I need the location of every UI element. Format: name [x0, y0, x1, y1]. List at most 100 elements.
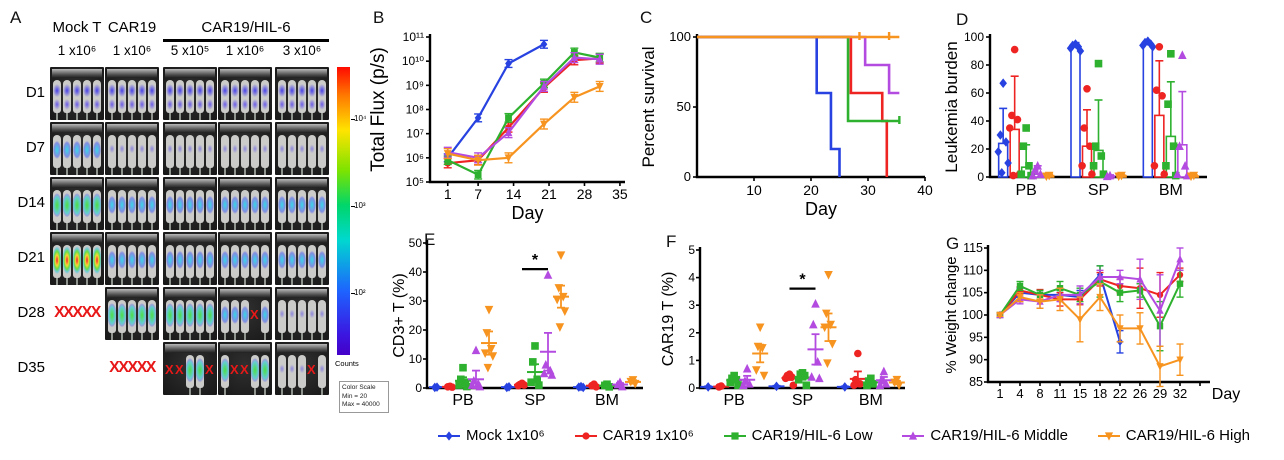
imaging-shelf — [220, 69, 270, 78]
mouse-silhouette — [128, 190, 136, 230]
points-mock — [1066, 39, 1085, 56]
series-car19 — [443, 53, 604, 169]
svg-text:20: 20 — [971, 142, 985, 156]
panel-b-label: B — [373, 8, 385, 27]
survival-car19 — [697, 35, 889, 177]
legend-item-car19: CAR19 1x10⁶ — [574, 427, 694, 444]
mouse-silhouette — [196, 300, 204, 340]
imaging-shelf — [220, 124, 270, 133]
dose-label: 1 x10⁶ — [225, 43, 265, 58]
svg-text:30: 30 — [409, 294, 423, 308]
mice-image-D7-col3 — [163, 122, 217, 175]
svg-text:0: 0 — [684, 169, 691, 184]
mice-image-D7-col2 — [105, 122, 159, 175]
svg-text:7: 7 — [474, 186, 482, 202]
svg-text:% Weight change: % Weight change — [943, 256, 960, 373]
mouse-silhouette — [278, 245, 286, 285]
svg-text:115: 115 — [963, 241, 983, 255]
svg-text:BM: BM — [595, 392, 619, 409]
svg-text:50: 50 — [677, 99, 691, 114]
svg-text:0: 0 — [977, 170, 984, 184]
mouse-silhouette — [166, 190, 174, 230]
imaging-shelf — [107, 69, 157, 78]
mice-image-D1-col2 — [105, 67, 159, 120]
points-car19 — [1005, 45, 1024, 180]
mouse-silhouette — [53, 135, 61, 175]
mouse-silhouette — [251, 190, 259, 230]
mouse-silhouette — [196, 355, 204, 395]
mouse-silhouette — [318, 245, 326, 285]
svg-text:30: 30 — [860, 182, 876, 198]
mouse-silhouette — [186, 135, 194, 175]
mouse-silhouette — [261, 300, 269, 340]
mice-image-D28-col4: X — [218, 287, 272, 340]
imaging-shelf — [277, 179, 327, 188]
svg-text:100: 100 — [964, 30, 984, 44]
colorbar-caption: Counts — [335, 359, 359, 368]
points-middle — [807, 299, 824, 383]
points-mock — [1139, 36, 1157, 52]
svg-text:14: 14 — [506, 186, 522, 202]
mouse-silhouette — [148, 245, 156, 285]
mouse-silhouette — [128, 245, 136, 285]
imaging-shelf — [165, 124, 215, 133]
imaging-shelf — [277, 69, 327, 78]
imaging-shelf — [220, 234, 270, 243]
svg-text:Day: Day — [511, 203, 543, 223]
svg-text:11: 11 — [1053, 386, 1067, 401]
survival-low — [697, 35, 901, 124]
mouse-silhouette — [196, 80, 204, 120]
mouse-silhouette — [288, 300, 296, 340]
square-marker-icon — [723, 431, 746, 440]
svg-text:40: 40 — [409, 265, 423, 279]
imaging-shelf — [220, 289, 270, 298]
mouse-silhouette — [298, 245, 306, 285]
group-header-mock: Mock T — [52, 19, 102, 36]
mouse-silhouette — [176, 190, 184, 230]
mouse-silhouette — [108, 245, 116, 285]
svg-text:Total Flux (p/s): Total Flux (p/s) — [368, 47, 389, 172]
series-high — [443, 80, 604, 166]
imaging-shelf — [52, 69, 102, 78]
mouse-silhouette — [251, 80, 259, 120]
svg-text:26: 26 — [1133, 386, 1147, 401]
svg-text:Leukemia burden: Leukemia burden — [942, 41, 961, 172]
svg-text:CAR19 T (%): CAR19 T (%) — [660, 272, 677, 367]
mouse-silhouette — [83, 135, 91, 175]
legend-label: CAR19 1x10⁶ — [602, 427, 694, 444]
colorbar-tick — [351, 119, 355, 120]
mouse-silhouette — [241, 245, 249, 285]
svg-text:1: 1 — [444, 186, 452, 202]
mouse-silhouette — [196, 245, 204, 285]
mouse-silhouette — [186, 355, 194, 395]
dead-mouse-x: X — [240, 362, 249, 377]
colorbar-tick-label: 10³ — [354, 201, 366, 210]
mice-image-D21-col4 — [218, 232, 272, 285]
mouse-silhouette — [261, 245, 269, 285]
mouse-silhouette — [73, 80, 81, 120]
svg-text:PB: PB — [723, 392, 744, 409]
svg-text:10: 10 — [746, 182, 762, 198]
imaging-shelf — [277, 124, 327, 133]
mouse-silhouette — [53, 190, 61, 230]
panel-d-label: D — [956, 10, 969, 29]
imaging-shelf — [165, 289, 215, 298]
color-scale-bar — [337, 67, 350, 355]
panel-c-label: C — [640, 8, 653, 27]
survival-middle — [697, 35, 900, 95]
mouse-silhouette — [108, 300, 116, 340]
mouse-silhouette — [53, 80, 61, 120]
mouse-silhouette — [288, 80, 296, 120]
mouse-silhouette — [298, 355, 306, 395]
mouse-silhouette — [298, 135, 306, 175]
all-dead-marker: XXXXX — [109, 359, 156, 376]
mouse-silhouette — [186, 190, 194, 230]
mice-image-D14-col4 — [218, 177, 272, 230]
dead-mouse-x: X — [205, 362, 214, 377]
points-middle — [1173, 50, 1192, 180]
mouse-silhouette — [278, 300, 286, 340]
panel-b-total-flux-chart: Total Flux (p/s) 10⁵ 10⁶ 10⁷ 10⁸ 10⁹ 10¹⁰ 10¹¹ 1… — [368, 30, 628, 223]
points-high — [1186, 171, 1199, 182]
mouse-silhouette — [176, 135, 184, 175]
